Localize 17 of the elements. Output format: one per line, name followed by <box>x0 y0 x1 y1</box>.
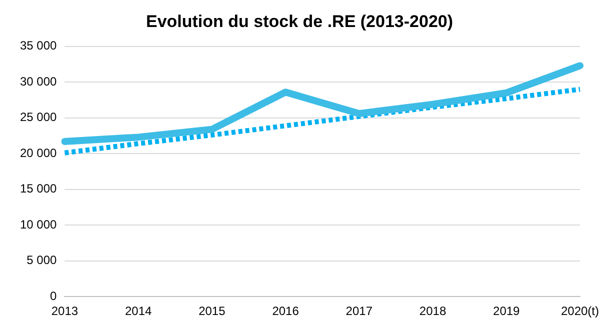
chart-title: Evolution du stock de .RE (2013-2020) <box>146 12 454 31</box>
x-tick-label: 2015 <box>198 304 226 318</box>
x-tick-label: 2013 <box>51 304 78 318</box>
y-tick-label: 5 000 <box>26 253 58 268</box>
y-tick-label: 10 000 <box>20 217 58 232</box>
y-tick-label: 25 000 <box>20 110 58 124</box>
x-tick-label: 2018 <box>419 304 446 318</box>
y-tick-label: 0 <box>50 288 58 303</box>
x-tick-label: 2019 <box>493 304 520 318</box>
x-tick-label: 2017 <box>346 304 373 318</box>
x-tick-label: 2020(t) <box>560 304 600 318</box>
y-tick-label: 15 000 <box>20 182 58 196</box>
x-tick-label: 2016 <box>272 304 300 318</box>
y-tick-label: 30 000 <box>20 74 58 88</box>
x-tick-label: 2014 <box>124 304 152 318</box>
y-tick-label: 35 000 <box>20 38 58 53</box>
y-tick-label: 20 000 <box>20 146 58 160</box>
